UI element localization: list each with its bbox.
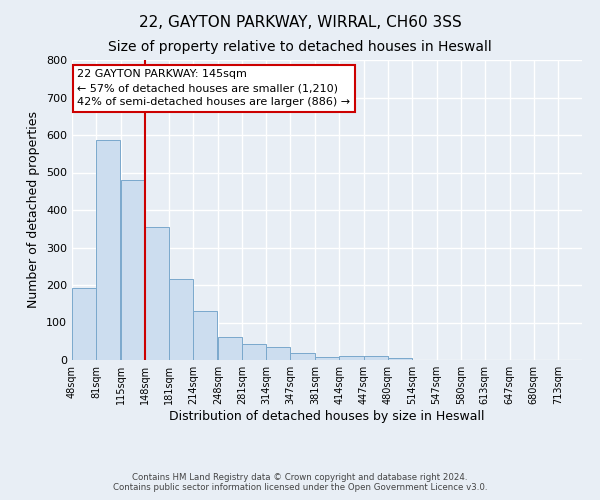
- Text: 22 GAYTON PARKWAY: 145sqm
← 57% of detached houses are smaller (1,210)
42% of se: 22 GAYTON PARKWAY: 145sqm ← 57% of detac…: [77, 70, 350, 108]
- Bar: [72, 288, 96, 360]
- X-axis label: Distribution of detached houses by size in Heswall: Distribution of detached houses by size …: [169, 410, 485, 423]
- Bar: [96, 140, 120, 360]
- Bar: [145, 227, 169, 360]
- Bar: [364, 356, 388, 360]
- Bar: [242, 344, 266, 360]
- Bar: [388, 358, 412, 360]
- Text: Size of property relative to detached houses in Heswall: Size of property relative to detached ho…: [108, 40, 492, 54]
- Bar: [193, 310, 217, 360]
- Bar: [169, 280, 193, 360]
- Bar: [340, 356, 364, 360]
- Bar: [290, 353, 314, 360]
- Y-axis label: Number of detached properties: Number of detached properties: [28, 112, 40, 308]
- Text: Contains HM Land Registry data © Crown copyright and database right 2024.
Contai: Contains HM Land Registry data © Crown c…: [113, 473, 487, 492]
- Bar: [121, 180, 145, 360]
- Text: 22, GAYTON PARKWAY, WIRRAL, CH60 3SS: 22, GAYTON PARKWAY, WIRRAL, CH60 3SS: [139, 15, 461, 30]
- Bar: [218, 337, 242, 360]
- Bar: [316, 356, 340, 360]
- Bar: [266, 346, 290, 360]
